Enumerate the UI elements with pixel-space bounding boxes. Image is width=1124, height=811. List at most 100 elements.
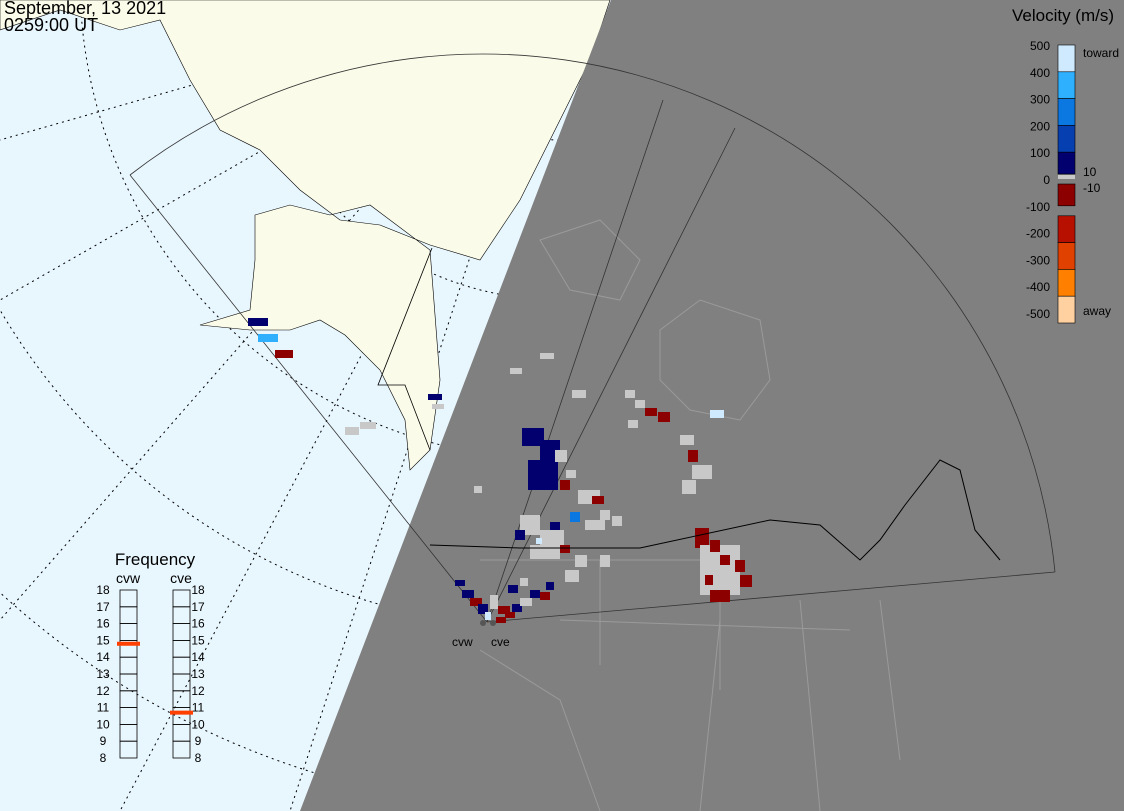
scatter-cell xyxy=(692,465,712,479)
scatter-cell xyxy=(546,582,554,590)
radar-site-cvw xyxy=(480,620,486,626)
scatter-cell xyxy=(570,512,580,522)
scatter-cell xyxy=(628,420,638,428)
scatter-cell xyxy=(705,575,713,585)
frequency-tick: 16 xyxy=(191,617,205,631)
fan-edge xyxy=(486,127,736,623)
scatter-cell xyxy=(720,555,730,565)
radar-label-cve: cve xyxy=(491,635,510,649)
scatter-cell xyxy=(658,412,670,422)
scatter-cell xyxy=(612,516,622,526)
colorbar-tick: 200 xyxy=(1030,119,1050,133)
scatter-cell xyxy=(508,585,518,593)
radar-site-cve xyxy=(490,620,496,626)
colorbar-segment xyxy=(1057,125,1076,153)
frequency-tick: 17 xyxy=(96,600,110,614)
scatter-cell xyxy=(428,394,442,400)
frequency-tick: 13 xyxy=(191,667,205,681)
colorbar-tick: -200 xyxy=(1026,227,1050,241)
colorbar-segment xyxy=(1057,151,1076,175)
frequency-tick: 15 xyxy=(96,633,110,647)
frequency-cell xyxy=(172,656,191,675)
colorbar-segment xyxy=(1057,269,1076,297)
scatter-cell xyxy=(522,428,544,446)
scatter-cell xyxy=(258,334,278,342)
scatter-cell xyxy=(710,590,730,602)
fan-edge xyxy=(129,174,488,623)
frequency-tick: 16 xyxy=(96,617,110,631)
colorbar-label-label_neg: -10 xyxy=(1083,181,1101,195)
scatter-cell xyxy=(345,427,359,435)
frequency-cell xyxy=(172,673,191,692)
date-label: September, 13 2021 xyxy=(4,0,167,18)
scatter-cell xyxy=(474,486,482,493)
scatter-cell xyxy=(572,390,586,398)
scatter-cell xyxy=(540,353,554,359)
fan-outer-arc xyxy=(129,53,1056,573)
scatter-cell xyxy=(585,520,605,530)
scatter-cell xyxy=(555,450,567,462)
scatter-cell xyxy=(510,368,522,374)
frequency-marker-cvw xyxy=(117,641,140,646)
colorbar-label-label_top: toward xyxy=(1083,46,1119,60)
scatter-cell xyxy=(700,545,740,595)
frequency-tick: 18 xyxy=(96,583,110,597)
colorbar-segment xyxy=(1057,44,1076,73)
scatter-cell xyxy=(575,555,587,567)
frequency-tick: 8 xyxy=(195,751,202,765)
radar-label-cvw: cvw xyxy=(452,635,473,649)
frequency-radar-cve: cve xyxy=(170,570,192,586)
frequency-tick: 10 xyxy=(191,717,205,731)
scatter-cell xyxy=(710,540,720,552)
velocity-colorbar: 500 400 300 200 100 0 -100 -200 -300 -400 -500 towa… xyxy=(1026,39,1119,324)
scatter-cell xyxy=(520,598,532,606)
scatter-cell xyxy=(498,606,510,614)
colorbar-tick: 100 xyxy=(1030,146,1050,160)
frequency-cell xyxy=(172,623,191,641)
scatter-cell xyxy=(560,545,570,553)
scatter-cell xyxy=(515,530,525,540)
frequency-cell xyxy=(172,690,191,708)
colorbar-segment xyxy=(1057,215,1076,243)
scatter-cells xyxy=(248,318,752,626)
colorbar-segment xyxy=(1057,71,1076,99)
frequency-panel: Frequencycvw18171615141312111098cve18171… xyxy=(96,550,205,765)
colorbar-segment xyxy=(1057,183,1076,207)
frequency-cell xyxy=(172,707,191,725)
frequency-tick: 9 xyxy=(100,734,107,748)
frequency-cell xyxy=(119,690,138,708)
colorbar-tick: -400 xyxy=(1026,280,1050,294)
scatter-cell xyxy=(248,318,268,326)
scatter-cell xyxy=(455,580,465,586)
frequency-tick: 18 xyxy=(191,583,205,597)
frequency-tick: 9 xyxy=(195,734,202,748)
scatter-cell xyxy=(635,400,645,408)
frequency-cell xyxy=(172,606,191,624)
boundary-line xyxy=(659,299,771,421)
frequency-tick: 11 xyxy=(97,701,110,715)
frequency-radar-cvw: cvw xyxy=(116,570,141,586)
scatter-cell xyxy=(560,480,570,490)
scatter-cell xyxy=(470,598,482,606)
scatter-cell xyxy=(496,617,506,623)
scatter-cell xyxy=(600,555,610,567)
fan-edge xyxy=(486,571,1056,623)
frequency-tick: 17 xyxy=(191,600,205,614)
frequency-cell xyxy=(119,707,138,725)
scatter-cell xyxy=(462,590,474,598)
frequency-tick: 13 xyxy=(96,667,110,681)
scatter-cell xyxy=(536,538,542,544)
scatter-cell xyxy=(682,480,696,494)
frequency-cell xyxy=(119,724,138,742)
colorbar-tick: -300 xyxy=(1026,253,1050,267)
scatter-cell xyxy=(592,496,604,504)
colorbar-label-label_pos: 10 xyxy=(1083,165,1097,179)
scatter-cell xyxy=(565,570,579,582)
scatter-cell xyxy=(680,435,694,445)
colorbar-tick: 300 xyxy=(1030,93,1050,107)
frequency-cell xyxy=(119,740,138,759)
boundary-line xyxy=(539,219,641,301)
scatter-cell xyxy=(530,545,560,559)
scatter-cell xyxy=(735,560,745,572)
time-label: 0259:00 UT xyxy=(4,15,99,35)
